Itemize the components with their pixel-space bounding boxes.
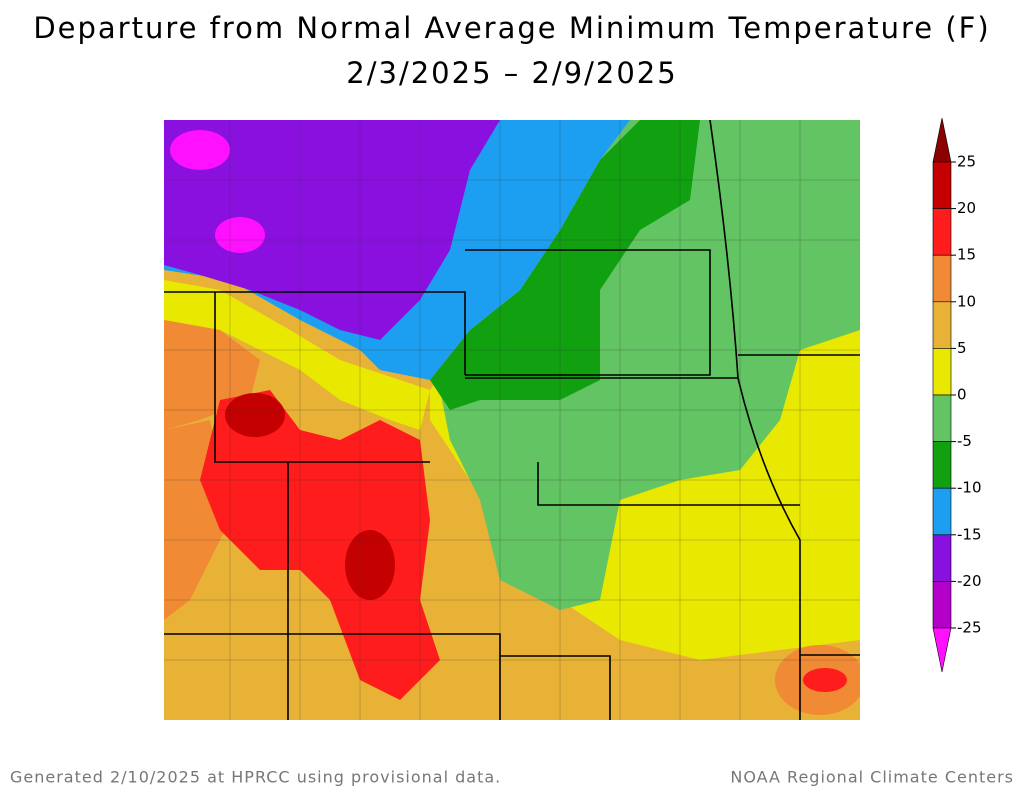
legend-tick-label: 15 — [957, 246, 976, 264]
legend-swatch — [932, 348, 952, 396]
map-region — [803, 668, 847, 692]
legend-tick-label: -5 — [957, 432, 972, 450]
county-lines — [164, 120, 860, 720]
legend-tick-label: 5 — [957, 339, 967, 357]
legend-swatch — [932, 208, 952, 256]
legend-tick-label: -20 — [957, 572, 982, 590]
map-region — [345, 530, 395, 600]
map-region — [440, 120, 860, 610]
legend-tick-label: 20 — [957, 199, 976, 217]
map-region — [225, 393, 285, 437]
legend-swatch — [932, 161, 952, 209]
legend-swatch — [932, 441, 952, 489]
legend-swatch — [932, 487, 952, 536]
map-region — [215, 217, 265, 253]
map-region — [164, 120, 500, 340]
map-region — [430, 120, 700, 410]
legend-arrow — [932, 627, 952, 673]
subtitle: 2/3/2025 – 2/9/2025 — [346, 56, 677, 90]
title: Departure from Normal Average Minimum Te… — [33, 11, 990, 45]
legend-swatch — [932, 534, 952, 582]
legend-swatch — [932, 301, 952, 349]
legend-swatch — [932, 254, 952, 303]
legend-tick-label: 25 — [957, 153, 976, 171]
legend-swatch — [932, 394, 952, 442]
legend-tick-label: -25 — [957, 619, 982, 637]
state-borders — [164, 120, 860, 720]
map-region — [164, 280, 430, 430]
legend-tick-label: 10 — [957, 292, 976, 310]
map-region — [200, 390, 440, 700]
legend-tick-label: 0 — [957, 386, 967, 404]
map-region — [170, 130, 230, 170]
legend-swatch — [932, 581, 952, 629]
map — [164, 120, 860, 720]
legend: 25 20 15 10 5 0 -5 -10 -15 -20 -25 — [932, 117, 982, 673]
legend-arrow — [932, 117, 952, 163]
footer-left: Generated 2/10/2025 at HPRCC using provi… — [10, 768, 501, 787]
footer-right: NOAA Regional Climate Centers — [730, 768, 1014, 787]
legend-tick-label: -15 — [957, 525, 982, 543]
legend-tick-label: -10 — [957, 479, 982, 497]
